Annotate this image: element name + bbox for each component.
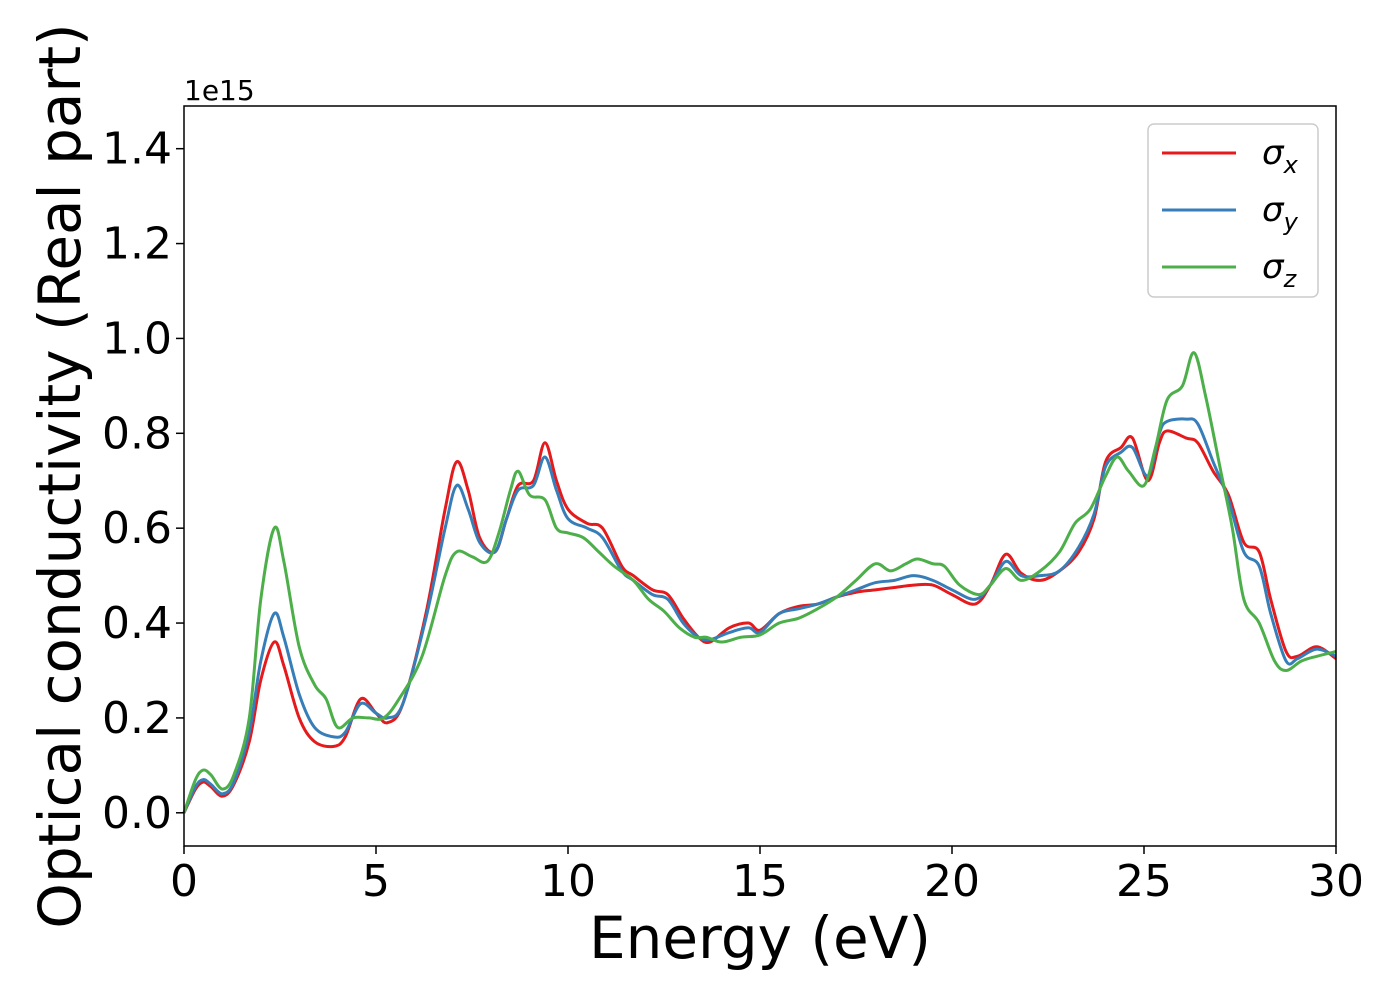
y-tick-label: 0.2 (102, 693, 172, 744)
y-offset-text: 1e15 (184, 74, 255, 107)
series-line-sigma-x (182, 429, 1337, 814)
y-tick-label: 1.2 (102, 219, 172, 270)
y-tick-label: 1.0 (102, 313, 172, 364)
series-line-sigma-z (182, 351, 1337, 814)
x-axis-label: Energy (eV) (589, 904, 931, 972)
x-tick-label: 0 (170, 856, 198, 907)
y-axis: 0.0 0.2 0.4 0.6 0.8 1.0 1.2 1.4 (102, 124, 184, 839)
x-tick-label: 25 (1116, 856, 1172, 907)
y-axis-label: Optical conductivity (Real part) (26, 23, 94, 928)
x-tick-label: 20 (924, 856, 980, 907)
y-tick-label: 1.4 (102, 124, 172, 175)
y-tick-label: 0.0 (102, 788, 172, 839)
legend-label-sigma-x: σx (1262, 133, 1299, 179)
y-tick-label: 0.8 (102, 408, 172, 459)
series-layer (182, 351, 1337, 814)
legend-items: σx σy σz (1162, 133, 1299, 293)
y-tick-label: 0.6 (102, 503, 172, 554)
x-axis: 0 5 10 15 20 25 30 (170, 846, 1364, 907)
legend: σx σy σz (1147, 123, 1319, 298)
y-tick-label: 0.4 (102, 598, 172, 649)
x-tick-label: 15 (732, 856, 788, 907)
x-tick-label: 5 (362, 856, 390, 907)
x-tick-label: 10 (540, 856, 596, 907)
x-tick-label: 30 (1308, 856, 1364, 907)
legend-label-sigma-z: σz (1262, 247, 1298, 293)
legend-label-sigma-y: σy (1262, 190, 1299, 236)
